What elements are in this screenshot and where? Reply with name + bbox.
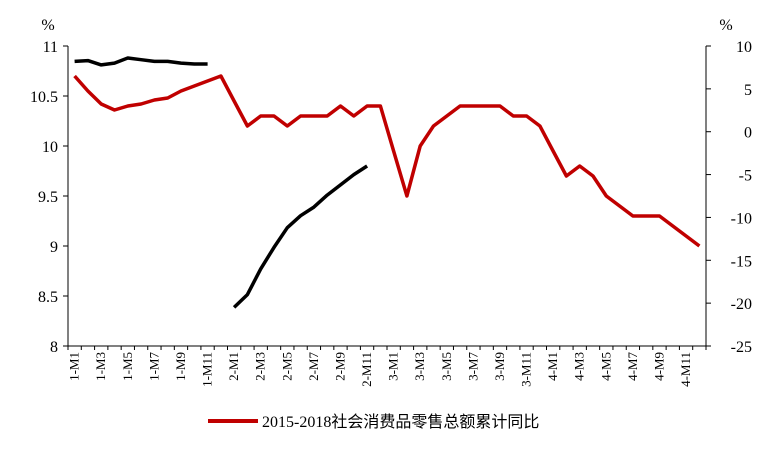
x-tick-label: 4-M11 — [678, 352, 693, 387]
right-y-tick-label: -25 — [731, 339, 752, 356]
x-tick-label: 3-M9 — [492, 352, 507, 381]
right-y-axis: -25 -20 -15 -10 -5 0 5 10 — [706, 39, 752, 356]
retail-sales-yoy-line — [73, 74, 701, 248]
left-y-axis: 8 8.5 9 9.5 10 10.5 11 — [30, 39, 68, 356]
right-y-tick-label: 0 — [744, 125, 752, 142]
x-tick-label: 4-M5 — [598, 352, 613, 381]
right-y-tick-label: -5 — [739, 168, 752, 185]
left-y-tick-label: 9.5 — [38, 189, 58, 206]
x-tick-label: 2-M1 — [226, 352, 241, 381]
x-tick-label: 1-M5 — [120, 352, 135, 381]
x-tick-label: 4-M3 — [572, 352, 587, 381]
right-y-tick-label: -15 — [731, 253, 752, 270]
right-y-tick-label: 5 — [744, 82, 752, 99]
series-lines — [73, 56, 701, 309]
x-tick-label: 4-M1 — [545, 352, 560, 381]
left-y-tick-label: 8 — [50, 339, 58, 356]
left-y-tick-label: 10.5 — [30, 89, 58, 106]
right-axis-unit: % — [719, 17, 732, 34]
x-tick-label: 2-M3 — [253, 352, 268, 381]
axis-lines — [67, 46, 707, 347]
x-tick-label: 4-M7 — [625, 352, 640, 381]
left-y-tick-label: 11 — [43, 39, 58, 56]
x-tick-label: 3-M5 — [439, 352, 454, 381]
x-tick-label: 4-M9 — [651, 352, 666, 381]
legend: 2015-2018社会消费品零售总额累计同比 — [208, 413, 539, 431]
right-axis-series-line — [74, 56, 369, 309]
left-y-tick-label: 8.5 — [38, 289, 58, 306]
x-tick-label: 3-M7 — [465, 352, 480, 381]
x-tick-label: 1-M7 — [146, 352, 161, 381]
x-tick-label: 2-M11 — [359, 352, 374, 387]
x-axis: 1-M1 1-M3 1-M5 1-M7 1-M9 1-M11 2-M1 2-M3 2-M5 2-M… — [67, 346, 707, 387]
x-tick-label: 3-M3 — [412, 352, 427, 381]
right-y-tick-label: -20 — [731, 296, 752, 313]
x-tick-label: 1-M1 — [67, 352, 82, 381]
x-tick-label: 3-M11 — [519, 352, 534, 387]
x-tick-label: 1-M3 — [93, 352, 108, 381]
left-axis-unit: % — [41, 17, 54, 34]
right-y-tick-label: -10 — [731, 210, 752, 227]
x-tick-label: 2-M7 — [306, 352, 321, 381]
x-tick-label: 1-M11 — [200, 352, 215, 387]
x-tick-label: 1-M9 — [173, 352, 188, 381]
x-tick-label: 3-M1 — [386, 352, 401, 381]
right-y-tick-label: 10 — [736, 39, 752, 56]
legend-label: 2015-2018社会消费品零售总额累计同比 — [262, 413, 539, 431]
left-y-tick-label: 9 — [50, 239, 58, 256]
x-tick-label: 2-M5 — [279, 352, 294, 381]
left-y-tick-label: 10 — [42, 139, 58, 156]
x-tick-label: 2-M9 — [332, 352, 347, 381]
